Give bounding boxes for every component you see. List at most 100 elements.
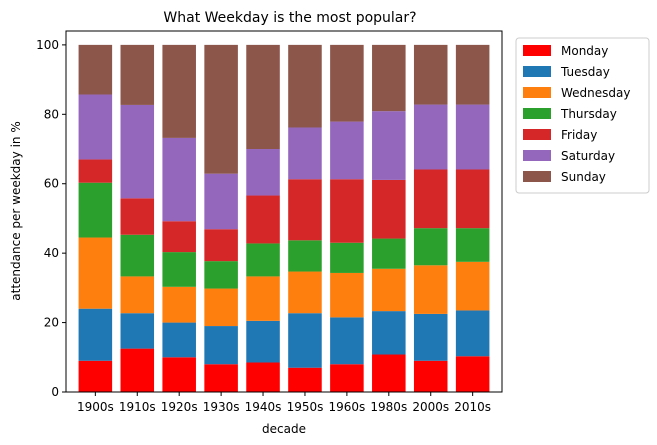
bar-friday-2010s [455,169,490,229]
plot-frame [65,30,503,393]
x-tick-label: 2010s [454,400,491,414]
bar-saturday-1950s [288,127,322,180]
bar-sunday-1940s [246,44,280,150]
bar-friday-1950s [288,179,322,241]
bar-wednesday-1910s [120,276,155,314]
legend-swatch-wednesday [523,87,551,98]
y-tick-label: 20 [44,316,59,330]
bar-wednesday-2000s [413,265,448,314]
bar-thursday-1940s [246,243,280,277]
y-tick-label: 100 [36,38,59,52]
bar-thursday-1920s [162,252,196,287]
bar-wednesday-1930s [204,288,238,327]
bar-saturday-1900s [78,94,113,160]
bar-monday-2000s [413,360,448,392]
bar-wednesday-1940s [246,276,280,321]
bar-wednesday-1960s [330,272,364,318]
bar-tuesday-1920s [162,322,196,358]
bar-friday-1930s [204,229,238,262]
bar-friday-2000s [413,169,448,229]
bar-sunday-2000s [413,44,448,105]
bar-tuesday-1950s [288,313,322,368]
legend-swatch-saturday [523,150,551,161]
bar-thursday-1950s [288,240,322,272]
bar-sunday-1960s [330,44,364,122]
legend-label-sunday: Sunday [561,170,606,184]
y-tick-label: 80 [44,107,59,121]
bar-saturday-2010s [455,104,490,170]
bar-thursday-1930s [204,261,238,289]
bar-tuesday-1930s [204,326,238,365]
legend-label-friday: Friday [561,128,597,142]
bar-sunday-1900s [78,44,113,95]
bar-thursday-2000s [413,228,448,266]
bar-thursday-1900s [78,182,113,238]
y-axis: 0 20 40 60 80 100 [36,38,66,399]
chart-title: What Weekday is the most popular? [163,10,416,26]
x-tick-label: 1940s [245,400,282,414]
bar-tuesday-1960s [330,317,364,365]
legend-swatch-friday [523,129,551,140]
legend-label-saturday: Saturday [561,149,615,163]
bar-tuesday-1940s [246,320,280,363]
bar-monday-1930s [204,364,238,392]
bar-friday-1920s [162,221,196,253]
bar-saturday-1940s [246,149,280,196]
x-tick-label: 1960s [328,400,365,414]
legend-swatch-tuesday [523,66,551,77]
bar-monday-1940s [246,362,280,392]
legend-label-monday: Monday [561,44,608,58]
legend-label-wednesday: Wednesday [561,86,630,100]
bar-saturday-1920s [162,137,196,222]
bar-monday-2010s [455,356,490,392]
y-tick-label: 60 [44,177,59,191]
bar-monday-1960s [330,364,364,392]
bar-tuesday-1910s [120,313,155,349]
legend-label-thursday: Thursday [560,107,617,121]
bar-monday-1900s [78,360,113,392]
y-tick-label: 40 [44,246,59,260]
bar-monday-1920s [162,357,196,392]
y-tick-label: 0 [51,385,59,399]
bar-tuesday-1980s [372,311,406,355]
bar-wednesday-1980s [372,268,406,312]
bar-thursday-1960s [330,242,364,273]
bar-saturday-1960s [330,121,364,180]
bar-thursday-1980s [372,238,406,269]
x-tick-label: 1930s [203,400,240,414]
bar-saturday-1980s [372,111,406,180]
bar-tuesday-2000s [413,313,448,361]
bar-sunday-1950s [288,44,322,128]
bar-monday-1980s [372,354,406,392]
x-tick-label: 1920s [161,400,198,414]
bar-thursday-1910s [120,234,155,277]
bar-sunday-1910s [120,44,155,105]
x-tick-label: 2000s [412,400,449,414]
bar-monday-1950s [288,367,322,392]
bar-friday-1940s [246,195,280,244]
x-tick-label: 1980s [370,400,407,414]
legend-swatch-sunday [523,171,551,182]
bar-friday-1980s [372,179,406,239]
bar-sunday-1980s [372,44,406,112]
bar-tuesday-1900s [78,308,113,361]
y-axis-label: attendance per weekday in % [9,121,23,300]
legend-swatch-monday [523,45,551,56]
x-axis-label: decade [262,422,306,436]
bar-friday-1900s [78,159,113,183]
legend-label-tuesday: Tuesday [560,65,610,79]
legend: Monday Tuesday Wednesday Thursday Friday Satu… [515,37,650,194]
x-axis: 1900s 1910s 1920s 1930s 1940s 1950s 1960s 1980s… [77,392,491,414]
bar-monday-1910s [120,348,155,392]
bar-wednesday-1950s [288,271,322,314]
x-tick-label: 1950s [287,400,324,414]
bar-thursday-2010s [455,228,490,262]
x-tick-label: 1900s [77,400,114,414]
bars-layer [78,44,490,392]
legend-swatch-thursday [523,108,551,119]
bar-friday-1910s [120,198,155,235]
bar-wednesday-1920s [162,286,196,323]
bar-sunday-1920s [162,44,196,138]
bar-wednesday-2010s [455,261,490,311]
